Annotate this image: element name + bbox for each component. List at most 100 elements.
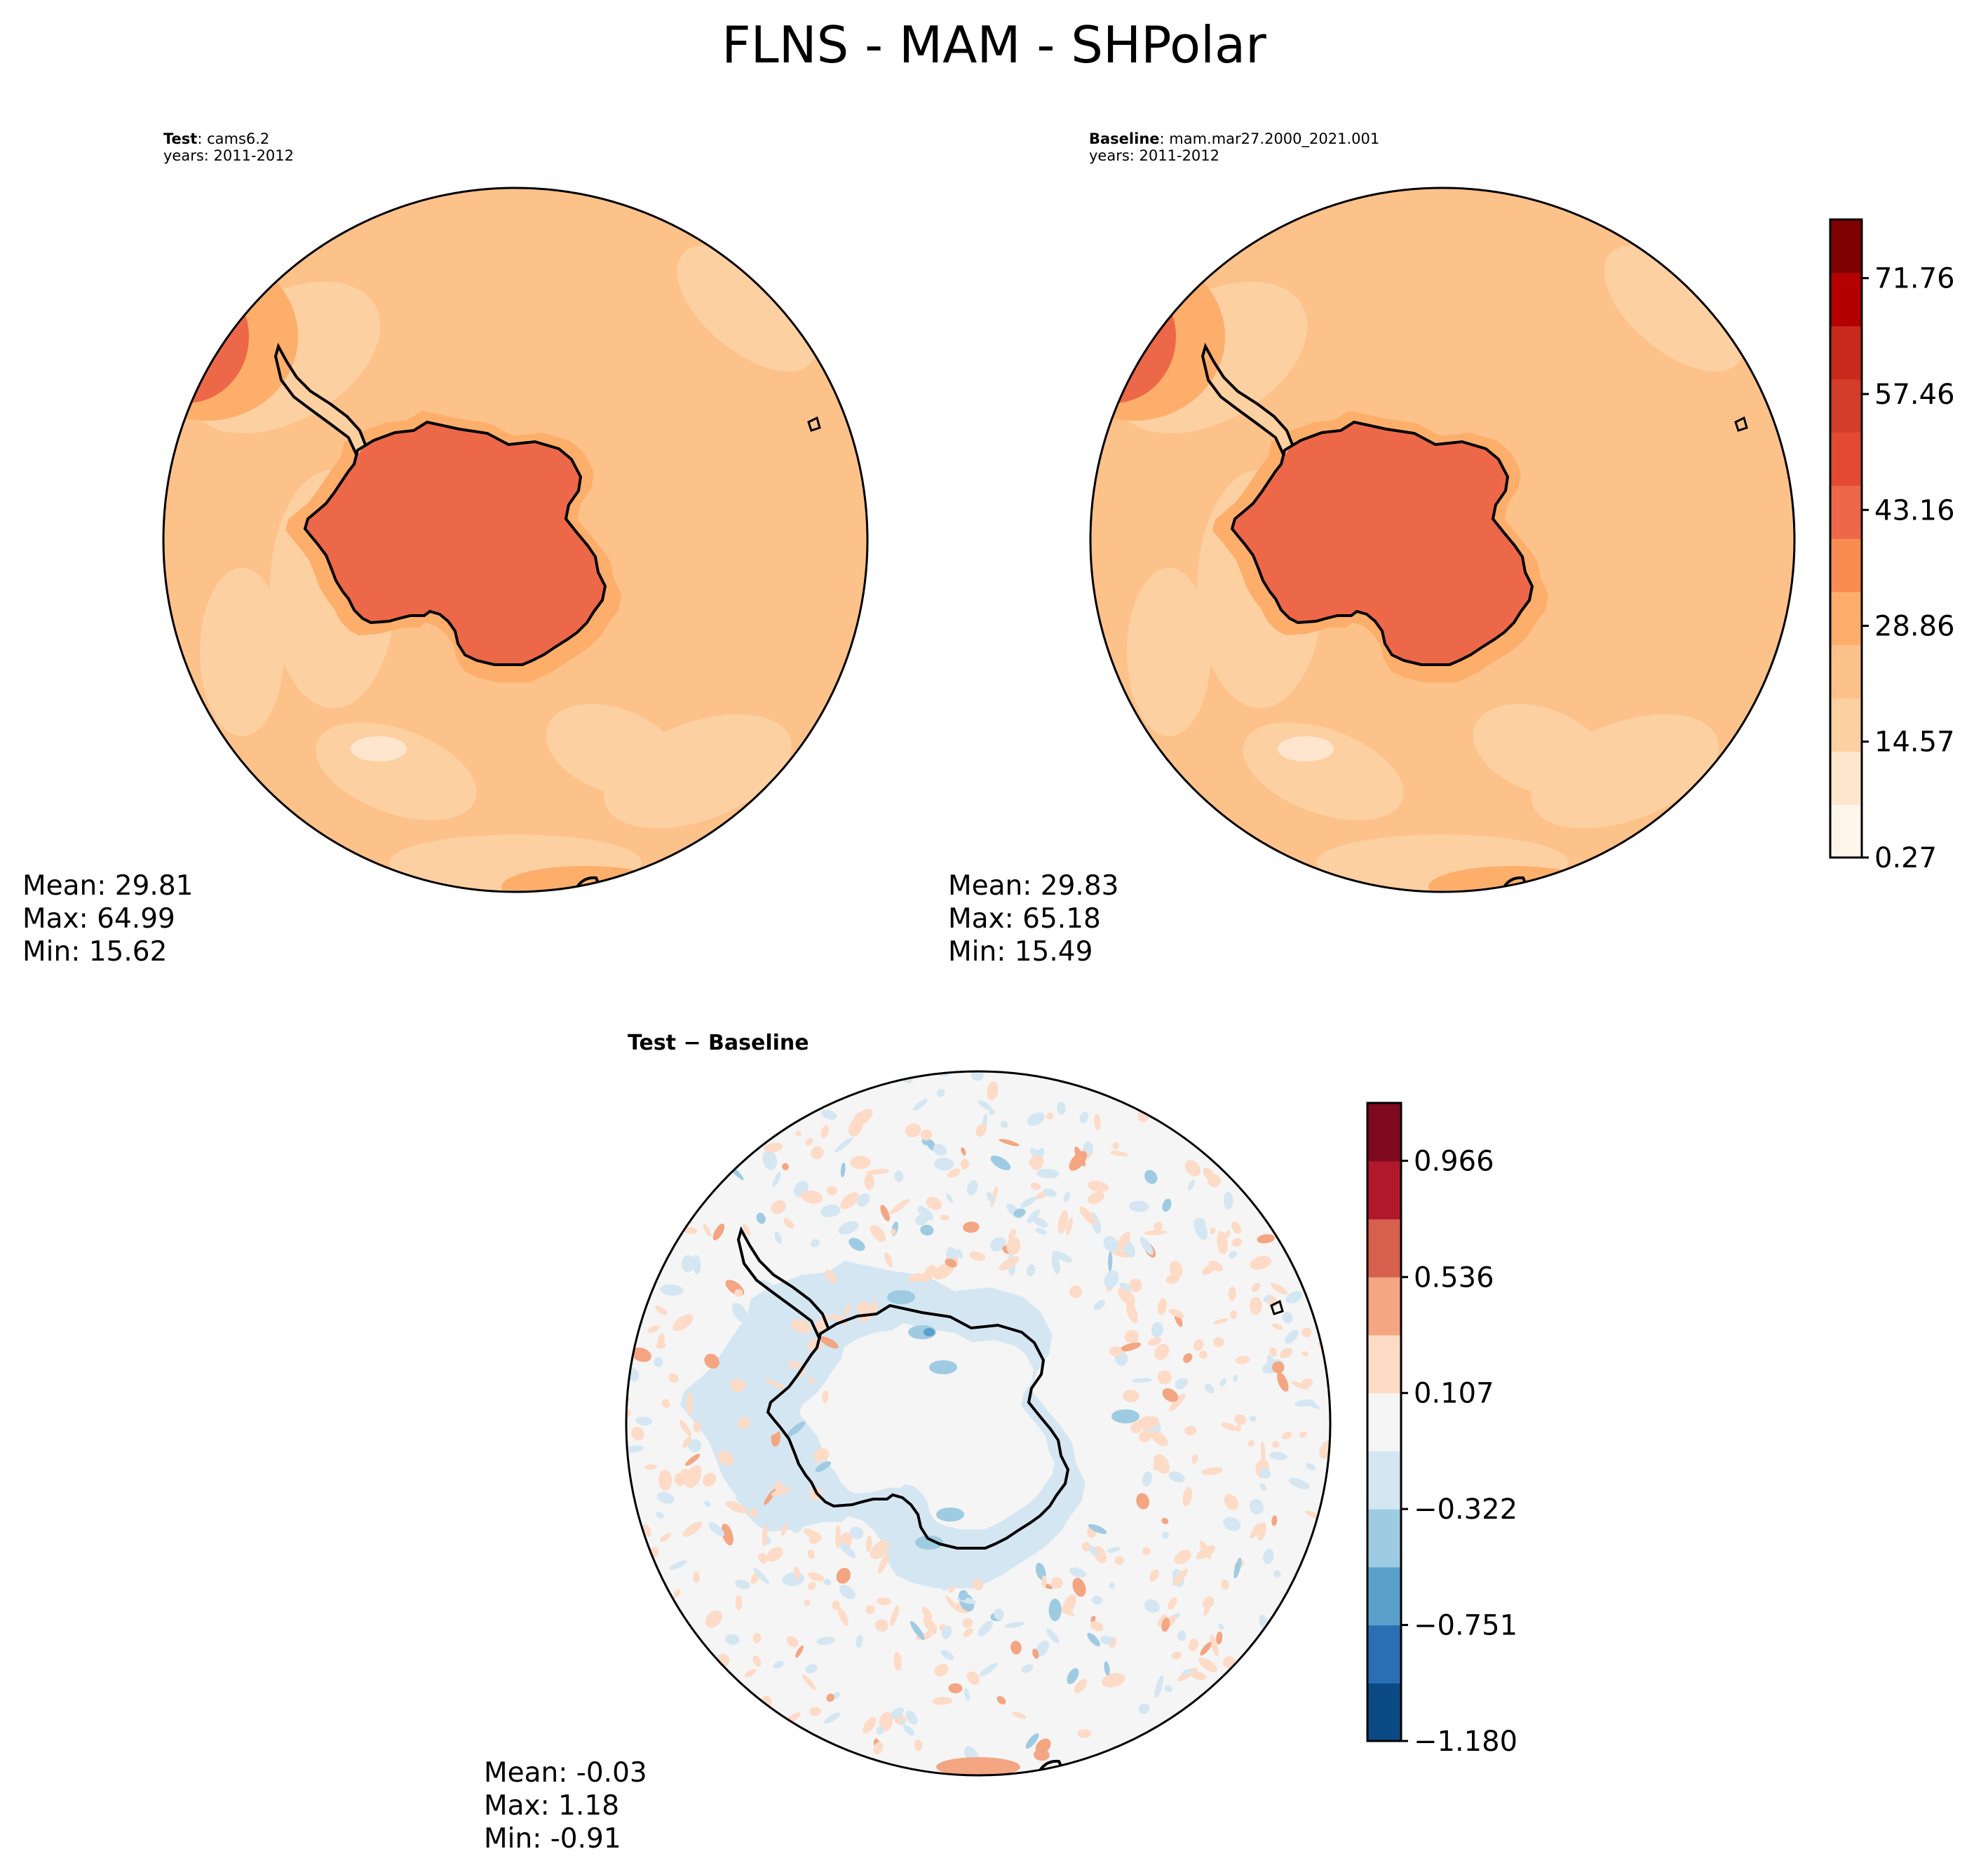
diff-speckle: [986, 1192, 995, 1202]
baseline-island-east: [1734, 416, 1748, 432]
cbar-diff-swatch-5: [1367, 1393, 1401, 1451]
diff-speckle: [1282, 1312, 1293, 1324]
diff-speckle: [744, 1669, 757, 1677]
diff-speckle: [961, 1147, 966, 1156]
diff-speckle: [1115, 1231, 1131, 1252]
diff-speckle: [1138, 1430, 1152, 1442]
diff-speckle: [905, 1710, 918, 1725]
diff-speckle: [1008, 1228, 1017, 1240]
diff-speckle: [1154, 1675, 1164, 1698]
diff-speckle: [1144, 1599, 1161, 1613]
diff-strongest-blue: [924, 1328, 935, 1336]
diff-speckle: [805, 1138, 813, 1146]
diff-speckle: [990, 1156, 1011, 1170]
diff-mean: Mean: -0.03: [484, 1757, 647, 1789]
diff-speckle: [1081, 1542, 1092, 1552]
diff-speckle: [940, 1650, 954, 1660]
diff-speckle: [781, 1523, 787, 1536]
diff-speckle: [1188, 1638, 1198, 1651]
cbar-diff-swatch-6: [1367, 1334, 1401, 1394]
diff-speckle: [874, 1619, 888, 1632]
test-antarctica-coastline: [303, 420, 607, 666]
cbar-fields-tick-label-3: 43.16: [1874, 494, 1955, 527]
diff-speckle: [1165, 1273, 1179, 1285]
diff-speckle: [734, 1579, 750, 1590]
diff-speckle: [1065, 1217, 1073, 1235]
diff-speckle: [1132, 1378, 1152, 1383]
diff-speckle: [820, 1205, 841, 1217]
diff-speckle: [940, 1214, 949, 1221]
diff-speckle: [688, 1439, 702, 1452]
diff-speckle: [839, 1585, 856, 1599]
diff-speckle: [947, 1168, 961, 1178]
diff-speckle: [783, 1218, 794, 1229]
diff-speckle: [1270, 1282, 1287, 1295]
diff-speckle: [1269, 1451, 1287, 1461]
diff-speckle: [1119, 1342, 1142, 1352]
diff-speckle: [644, 1464, 657, 1470]
diff-speckle: [1210, 1227, 1216, 1235]
test-label: Test: cams6.2: [163, 130, 269, 147]
diff-speckle: [807, 1549, 815, 1559]
diff-speckle: [956, 1249, 963, 1259]
diff-speckle: [693, 1571, 700, 1583]
diff-speckle: [1064, 1191, 1070, 1202]
diff-speckle: [946, 1193, 953, 1203]
diff-speckle: [808, 1572, 825, 1582]
baseline-sam-band-3: [1090, 280, 1134, 386]
diff-speckle: [1259, 1468, 1271, 1479]
diff-speckle: [816, 1637, 835, 1646]
diff-speckle: [996, 1695, 1006, 1705]
cbar-diff-tick-label-3: 0.107: [1414, 1378, 1494, 1410]
diff-speckle: [990, 1186, 998, 1207]
diff-strong-blue-3: [936, 1507, 964, 1522]
diff-speckle: [1048, 1599, 1062, 1622]
diff-speckle: [1162, 1388, 1179, 1402]
diff-speckle: [735, 1595, 743, 1611]
diff-speckle: [1030, 1182, 1041, 1191]
diff-speckle: [703, 1472, 717, 1487]
diff-speckle: [1210, 1634, 1219, 1657]
diff-speckle: [1168, 1597, 1177, 1610]
diff-speckle: [693, 1421, 701, 1432]
diff-speckle: [1033, 1749, 1050, 1761]
diff-speckle: [1191, 1454, 1198, 1464]
cbar-diff-swatch-7: [1367, 1277, 1401, 1336]
diff-speckle: [1079, 1206, 1096, 1225]
cbar-diff-tick-label-1: −0.751: [1414, 1610, 1517, 1642]
test-sam-band-4: [163, 291, 177, 368]
baseline-sam-band-2: [1090, 270, 1176, 403]
diff-speckle: [834, 1137, 853, 1153]
diff-speckle: [1251, 1282, 1261, 1292]
test-sam-band-2: [163, 270, 249, 403]
cbar-diff-swatch-8: [1367, 1219, 1401, 1278]
test-south-warm-band: [501, 866, 670, 892]
diff-speckle: [809, 1707, 821, 1716]
diff-speckle: [654, 1357, 663, 1367]
diff-speckle: [1119, 1282, 1132, 1292]
cbar-diff-frame: [1366, 1102, 1402, 1742]
diff-speckle: [850, 1156, 871, 1170]
diff-speckle: [681, 1254, 696, 1273]
diff-speckle: [960, 1158, 969, 1170]
test-map: [162, 187, 869, 893]
diff-speckle: [657, 1333, 665, 1349]
diff-speckle: [946, 1247, 957, 1261]
diff-speckle: [1174, 1550, 1191, 1565]
diff-speckle: [1109, 1346, 1123, 1357]
diff-south-america-coastline: [557, 1185, 612, 1255]
diff-speckle: [809, 1532, 821, 1545]
diff-speckle: [752, 1468, 760, 1484]
diff-speckle: [1207, 1174, 1222, 1188]
diff-speckle: [820, 1125, 829, 1139]
diff-speckle: [1263, 1548, 1274, 1564]
diff-speckle: [1088, 1524, 1107, 1534]
diff-speckle: [1271, 1515, 1278, 1526]
diff-speckle: [865, 1605, 875, 1615]
diff-speckle: [703, 1224, 712, 1237]
diff-speckle: [1161, 1618, 1170, 1632]
diff-speckle: [865, 1535, 872, 1552]
diff-speckle: [773, 1660, 784, 1669]
diff-speckle: [999, 1256, 1020, 1271]
diff-speckle: [1154, 1454, 1170, 1474]
